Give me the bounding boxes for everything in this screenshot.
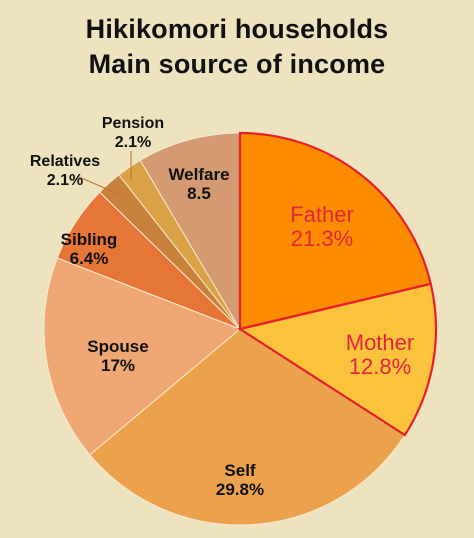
slice-value-mother: 12.8% (349, 354, 411, 379)
highlight-outline-0 (238, 131, 433, 331)
slice-label-spouse: Spouse (87, 337, 148, 356)
slice-label-father: Father (290, 202, 354, 227)
slice-value-welfare: 8.5 (187, 184, 211, 203)
slice-label-sibling: Sibling (61, 230, 118, 249)
slice-value-father: 21.3% (291, 226, 353, 251)
slice-label-relatives: Relatives (30, 153, 100, 170)
slice-value-spouse: 17% (101, 356, 135, 375)
slice-value-relatives: 2.1% (47, 172, 83, 189)
slice-value-sibling: 6.4% (70, 249, 109, 268)
slice-value-pension: 2.1% (115, 134, 151, 151)
slice-value-self: 29.8% (216, 480, 264, 499)
slice-label-welfare: Welfare (168, 165, 229, 184)
pie-slice-self (89, 328, 406, 526)
chart-title-line-2: Main source of income (88, 49, 386, 79)
pie-slice-spouse (43, 257, 241, 456)
slice-label-pension: Pension (102, 115, 164, 132)
leader-line-relatives (78, 176, 117, 194)
slice-label-mother: Mother (346, 330, 414, 355)
slice-label-self: Self (224, 461, 256, 480)
pie-slice-welfare (139, 132, 241, 331)
chart-title-line-1: Hikikomori households (85, 14, 389, 44)
highlight-outline-1 (237, 282, 438, 437)
